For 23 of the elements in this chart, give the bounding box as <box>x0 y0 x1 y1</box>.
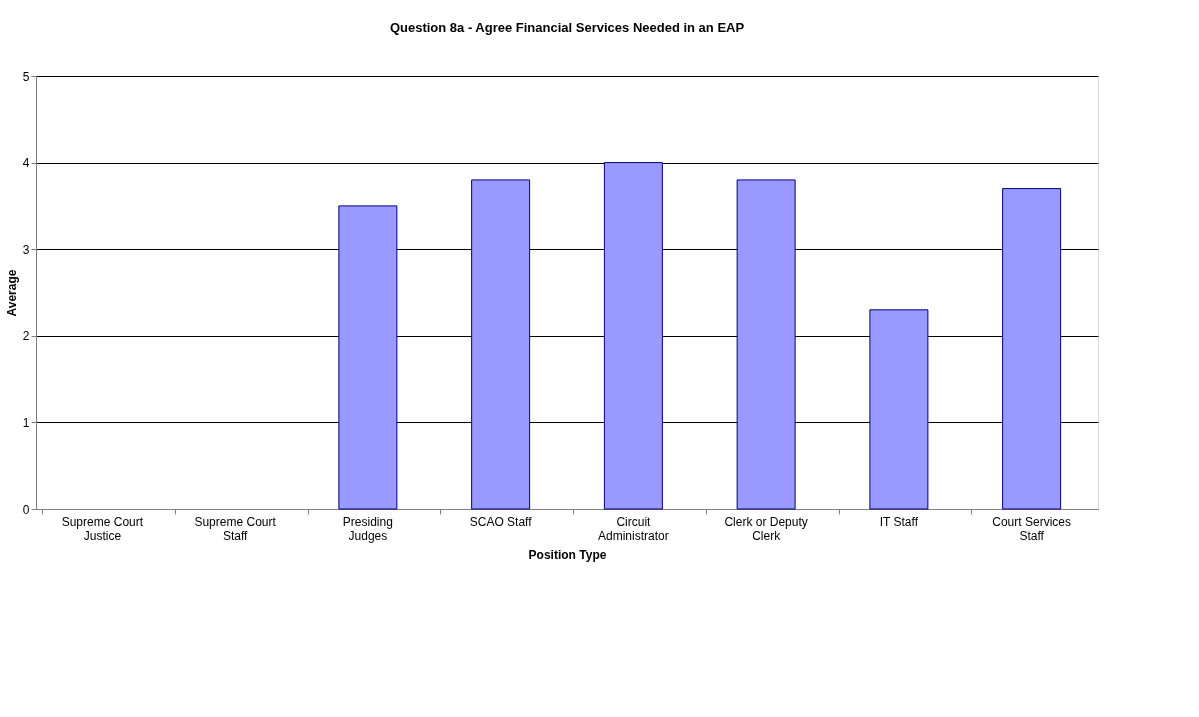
x-tick-label: IT Staff <box>879 514 919 529</box>
y-tick-label: 4 <box>22 156 30 171</box>
x-tick-label: Court Services Staff <box>992 514 1071 543</box>
bar <box>471 179 531 510</box>
y-tick-label: 0 <box>22 502 30 517</box>
y-tick-label: 2 <box>22 329 30 344</box>
bar <box>338 205 398 510</box>
y-axis-title: Average <box>4 269 19 317</box>
bar <box>1002 188 1062 510</box>
x-tick-label: Supreme Court Staff <box>194 514 277 543</box>
bar <box>869 309 929 510</box>
x-tick-label: Clerk or Deputy Clerk <box>724 514 808 543</box>
x-tick-label: Circuit Administrator <box>598 514 669 543</box>
y-tick-label: 1 <box>22 415 30 430</box>
chart-title: Question 8a - Agree Financial Services Needed in an EAP <box>389 20 745 35</box>
x-tick-label: SCAO Staff <box>469 514 533 529</box>
y-tick-label: 3 <box>22 242 30 257</box>
bar <box>603 162 663 510</box>
x-tick-label: Supreme Court Justice <box>61 514 144 543</box>
y-tick-label: 5 <box>22 69 30 84</box>
x-tick-label: Presiding Judges <box>342 514 393 543</box>
x-axis-title: Position Type <box>528 547 607 562</box>
bar <box>736 179 796 510</box>
